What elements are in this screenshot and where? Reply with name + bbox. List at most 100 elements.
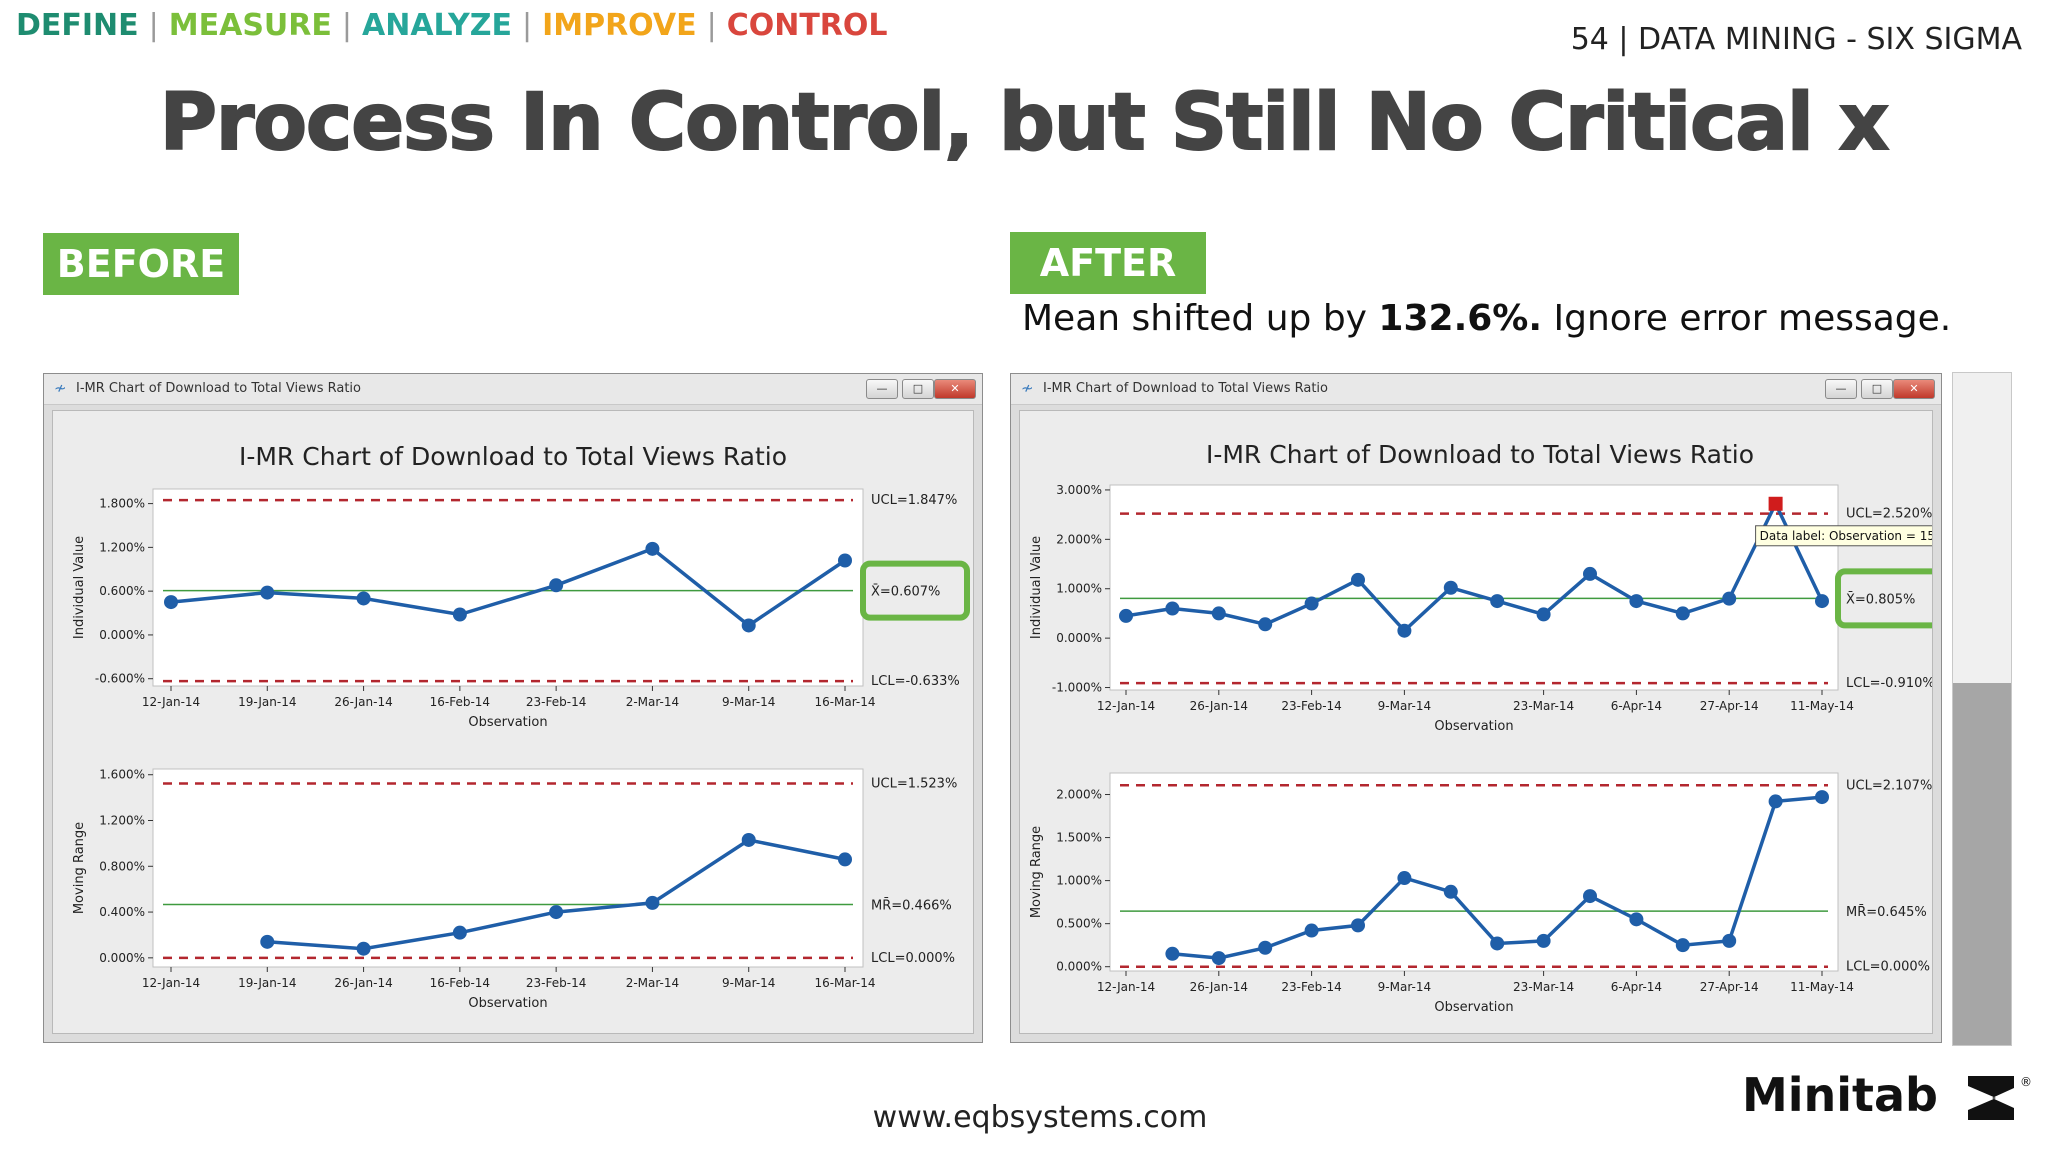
moving-range-data-point [1258, 940, 1273, 955]
moving-range-data-point [1583, 889, 1597, 904]
individual-data-point [1583, 566, 1597, 581]
moving-range-ytick-label: 1.000% [1056, 874, 1102, 888]
individual-xlabel: Observation [468, 715, 547, 730]
moving-range-data-point [1722, 933, 1737, 948]
nav-separator: | [148, 8, 159, 43]
individual-lcl-label: LCL=-0.910% [1846, 676, 1932, 691]
moving-range-data-point [1443, 884, 1458, 899]
individual-data-point [1815, 594, 1829, 609]
individual-data-point [1397, 623, 1412, 638]
moving-range-data-point [1304, 923, 1319, 938]
individual-data-point [1490, 594, 1505, 609]
moving-range-ylabel: Moving Range [72, 822, 87, 914]
nav-step-analyze[interactable]: ANALYZE [362, 8, 512, 43]
individual-xtick-label: 11-May-14 [1790, 699, 1854, 713]
individual-data-point [1211, 606, 1226, 621]
individual-data-point [260, 585, 275, 600]
moving-range-ucl-label: UCL=2.107% [1846, 778, 1932, 793]
minitab-window-before: ≁ I-MR Chart of Download to Total Views … [43, 373, 983, 1043]
footer-url[interactable]: www.eqbsystems.com [872, 1100, 1208, 1135]
nav-step-improve[interactable]: IMPROVE [542, 8, 697, 43]
graph-area: I-MR Chart of Download to Total Views Ra… [52, 410, 974, 1034]
moving-range-xlabel: Observation [468, 996, 547, 1011]
maximize-button[interactable]: □ [902, 379, 934, 399]
individual-xtick-label: 12-Jan-14 [1097, 699, 1155, 713]
moving-range-xtick-label: 12-Jan-14 [142, 976, 200, 990]
individual-data-point [1258, 617, 1273, 632]
moving-range-xtick-label: 2-Mar-14 [626, 976, 679, 990]
minitab-chart-icon: ≁ [54, 379, 67, 397]
moving-range-ucl-label: UCL=1.523% [871, 777, 957, 792]
individual-series-line [1125, 499, 1824, 634]
registered-mark: ® [2020, 1075, 2032, 1089]
moving-range-xtick-label: 16-Mar-14 [814, 976, 875, 990]
window-titlebar[interactable]: ≁ I-MR Chart of Download to Total Views … [1011, 374, 1941, 405]
moving-range-data-point [838, 852, 852, 867]
chart-title: I-MR Chart of Download to Total Views Ra… [239, 442, 787, 471]
moving-range-data-point [645, 895, 660, 910]
individual-data-point [549, 578, 564, 593]
after-note-prefix: Mean shifted up by [1022, 298, 1379, 339]
moving-range-plot-frame [152, 768, 864, 968]
individual-xtick-label: 23-Feb-14 [1281, 699, 1341, 713]
individual-xtick-label: 9-Mar-14 [1378, 699, 1431, 713]
individual-ytick-label: 0.600% [99, 584, 145, 598]
minitab-logo-mark-icon: ® [1968, 1075, 2032, 1120]
after-note-suffix: Ignore error message. [1542, 298, 1952, 339]
moving-range-lcl-label: LCL=0.000% [871, 951, 955, 966]
nav-step-define[interactable]: DEFINE [16, 8, 139, 43]
moving-range-data-point [1165, 946, 1180, 961]
individual-ylabel: Individual Value [72, 536, 87, 639]
slide-number: 54 | DATA MINING - SIX SIGMA [1570, 22, 2022, 57]
individual-xtick-label: 26-Jan-14 [1190, 699, 1248, 713]
individual-lcl-label: LCL=-0.633% [871, 674, 960, 689]
moving-range-data-point [1768, 794, 1783, 809]
moving-range-data-point [1351, 918, 1365, 933]
individual-ytick-label: 1.000% [1056, 582, 1102, 596]
close-button[interactable]: ✕ [934, 379, 976, 399]
moving-range-ytick-label: 1.200% [99, 814, 145, 828]
minimize-button[interactable]: — [866, 379, 898, 399]
individual-data-point [1675, 606, 1690, 621]
dmaic-nav: DEFINE | MEASURE | ANALYZE | IMPROVE | CONTROL [16, 8, 888, 43]
moving-range-xlabel: Observation [1434, 1000, 1513, 1015]
after-note: Mean shifted up by 132.6%. Ignore error … [1022, 298, 1951, 339]
window-titlebar[interactable]: ≁ I-MR Chart of Download to Total Views … [44, 374, 982, 405]
individual-ytick-label: 1.800% [99, 497, 145, 511]
moving-range-ylabel: Moving Range [1029, 826, 1044, 918]
individual-ytick-label: -1.000% [1052, 681, 1102, 695]
close-button[interactable]: ✕ [1893, 379, 1935, 399]
before-label: BEFORE [43, 233, 239, 295]
moving-range-xtick-label: 23-Mar-14 [1513, 980, 1574, 994]
window-title: I-MR Chart of Download to Total Views Ra… [76, 381, 361, 396]
nav-separator: | [706, 8, 717, 43]
minimize-button[interactable]: — [1825, 379, 1857, 399]
individual-center-highlight [860, 560, 970, 621]
nav-step-measure[interactable]: MEASURE [168, 8, 332, 43]
nav-step-control[interactable]: CONTROL [726, 8, 888, 43]
moving-range-data-point [1815, 790, 1829, 805]
moving-range-data-point [1675, 938, 1690, 953]
moving-range-xtick-label: 9-Mar-14 [1378, 980, 1431, 994]
moving-range-data-point [260, 934, 275, 949]
individual-data-point [356, 591, 371, 606]
moving-range-ytick-label: 0.400% [99, 905, 145, 919]
individual-plot-frame [1109, 484, 1839, 691]
nav-separator: | [521, 8, 533, 43]
moving-range-lcl-label: LCL=0.000% [1846, 960, 1930, 975]
moving-range-data-point [741, 832, 756, 847]
individual-ucl-label: UCL=2.520% [1846, 507, 1932, 522]
moving-range-plot-frame [1109, 772, 1839, 972]
moving-range-data-point [1629, 912, 1644, 927]
moving-range-ytick-label: 0.800% [99, 859, 145, 873]
maximize-button[interactable]: □ [1861, 379, 1893, 399]
imr-chart-before: I-MR Chart of Download to Total Views Ra… [72, 442, 970, 1011]
individual-xtick-label: 26-Jan-14 [334, 695, 392, 709]
moving-range-xtick-label: 12-Jan-14 [1097, 980, 1155, 994]
individual-data-point [1165, 601, 1180, 616]
individual-data-point [1536, 607, 1551, 622]
individual-ylabel: Individual Value [1029, 536, 1044, 639]
moving-range-ytick-label: 0.500% [1056, 917, 1102, 931]
moving-range-xtick-label: 9-Mar-14 [722, 976, 775, 990]
individual-xtick-label: 6-Apr-14 [1611, 699, 1662, 713]
